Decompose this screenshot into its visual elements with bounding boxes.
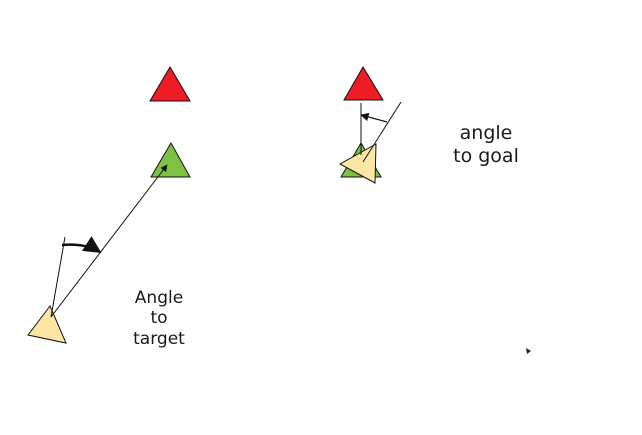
angle-to-goal-line-1: angle <box>459 122 513 144</box>
cursor-mark <box>526 348 531 354</box>
agent-triangle-left <box>27 305 67 344</box>
left-panel <box>27 66 191 344</box>
agent-triangle-right <box>338 143 377 184</box>
angle-to-target-line-3: target <box>133 328 185 349</box>
angle-arrow-right <box>360 112 388 123</box>
goal-triangle-left <box>149 66 191 102</box>
goal-triangle-right <box>343 66 384 101</box>
angle-to-target-line-2: to <box>150 308 168 329</box>
angle-to-goal-label: angle to goal <box>444 122 528 168</box>
angle-to-target-line-1: Angle <box>134 288 184 308</box>
heading-line-right <box>362 101 402 163</box>
angle-to-goal-line-2: to goal <box>453 144 519 167</box>
line-to-target <box>50 164 168 318</box>
right-panel <box>338 66 402 184</box>
target-triangle-left <box>150 141 191 178</box>
angle-arc-left <box>61 236 102 254</box>
angle-to-target-label: Angle to target <box>120 288 198 349</box>
heading-line-left <box>50 236 66 318</box>
